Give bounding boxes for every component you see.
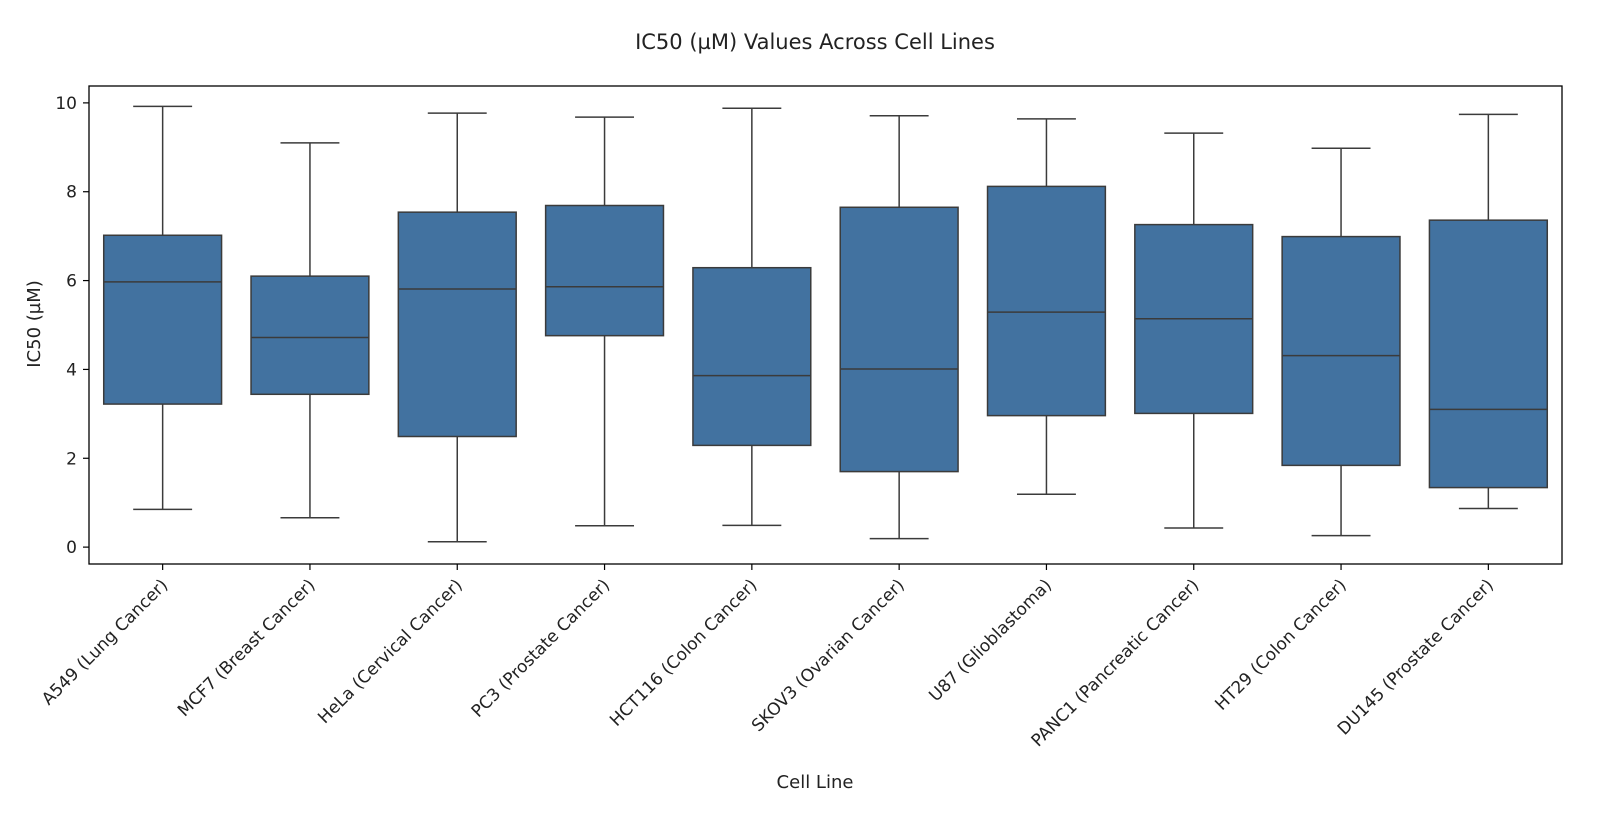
y-axis-title: IC50 (µM) [24,280,45,368]
y-tick-label: 2 [66,449,77,469]
x-axis-title: Cell Line [777,772,854,793]
box-group [544,116,665,527]
box-group [986,118,1107,496]
box-group [692,107,812,527]
y-axis: 0 2 4 6 8 10 [55,94,89,558]
box-group [102,105,223,511]
y-tick-label: 6 [66,272,77,292]
box-iqr [839,206,959,473]
y-tick-label: 0 [66,538,77,558]
y-tick-label: 4 [66,360,77,380]
plot-frame [88,85,1563,565]
chart-title: IC50 (µM) Values Across Cell Lines [635,30,995,54]
box-iqr [986,185,1107,417]
box-group [397,112,517,543]
x-tick-label: MCF7 (Breast Cancer) [174,575,319,720]
box-iqr [1428,219,1549,489]
box-group [250,142,370,519]
x-tick-label: HeLa (Cervical Cancer) [314,575,466,727]
box-iqr [250,275,370,396]
x-tick-label: U87 (Glioblastoma) [925,575,1056,706]
box-group [1428,113,1549,510]
x-axis: A549 (Lung Cancer) MCF7 (Breast Cancer)He… [38,564,1498,751]
box-iqr [1281,235,1401,467]
box-iqr [397,211,517,438]
x-tick-label: DU145 (Prostate Cancer) [1334,575,1498,739]
box-iqr [692,266,812,447]
box-group [1134,132,1254,529]
plot-area: 0 2 4 6 8 10 A549 (Lung Cancer) MCF7 (Breast Ca… [38,85,1563,751]
x-tick-label: SKOV3 (Ovarian Cancer) [748,575,909,736]
y-tick-label: 10 [55,94,77,114]
box-group [839,115,959,540]
box-iqr [102,234,223,405]
x-tick-label: PANC1 (Pancreatic Cancer) [1028,575,1204,751]
y-tick-label: 8 [66,183,77,203]
x-tick-label: HCT116 (Colon Cancer) [606,575,761,730]
box-group [1281,147,1401,537]
x-tick-label: HT29 (Colon Cancer) [1211,575,1350,714]
x-tick-label: A549 (Lung Cancer) [38,575,172,709]
x-tick-label: PC3 (Prostate Cancer) [468,575,614,721]
box-iqr [544,204,665,337]
